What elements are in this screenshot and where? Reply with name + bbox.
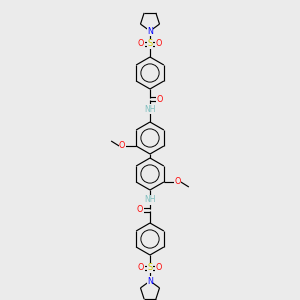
Text: N: N bbox=[147, 277, 153, 286]
Text: NH: NH bbox=[144, 104, 156, 113]
Text: O: O bbox=[156, 40, 162, 49]
Text: O: O bbox=[138, 263, 144, 272]
Text: O: O bbox=[119, 142, 125, 151]
Text: O: O bbox=[156, 263, 162, 272]
Text: O: O bbox=[175, 178, 181, 187]
Text: O: O bbox=[137, 206, 143, 214]
Text: NH: NH bbox=[144, 196, 156, 205]
Text: N: N bbox=[147, 26, 153, 35]
Text: O: O bbox=[138, 40, 144, 49]
Text: O: O bbox=[157, 94, 163, 103]
Text: S: S bbox=[147, 40, 153, 49]
Text: S: S bbox=[147, 263, 153, 272]
